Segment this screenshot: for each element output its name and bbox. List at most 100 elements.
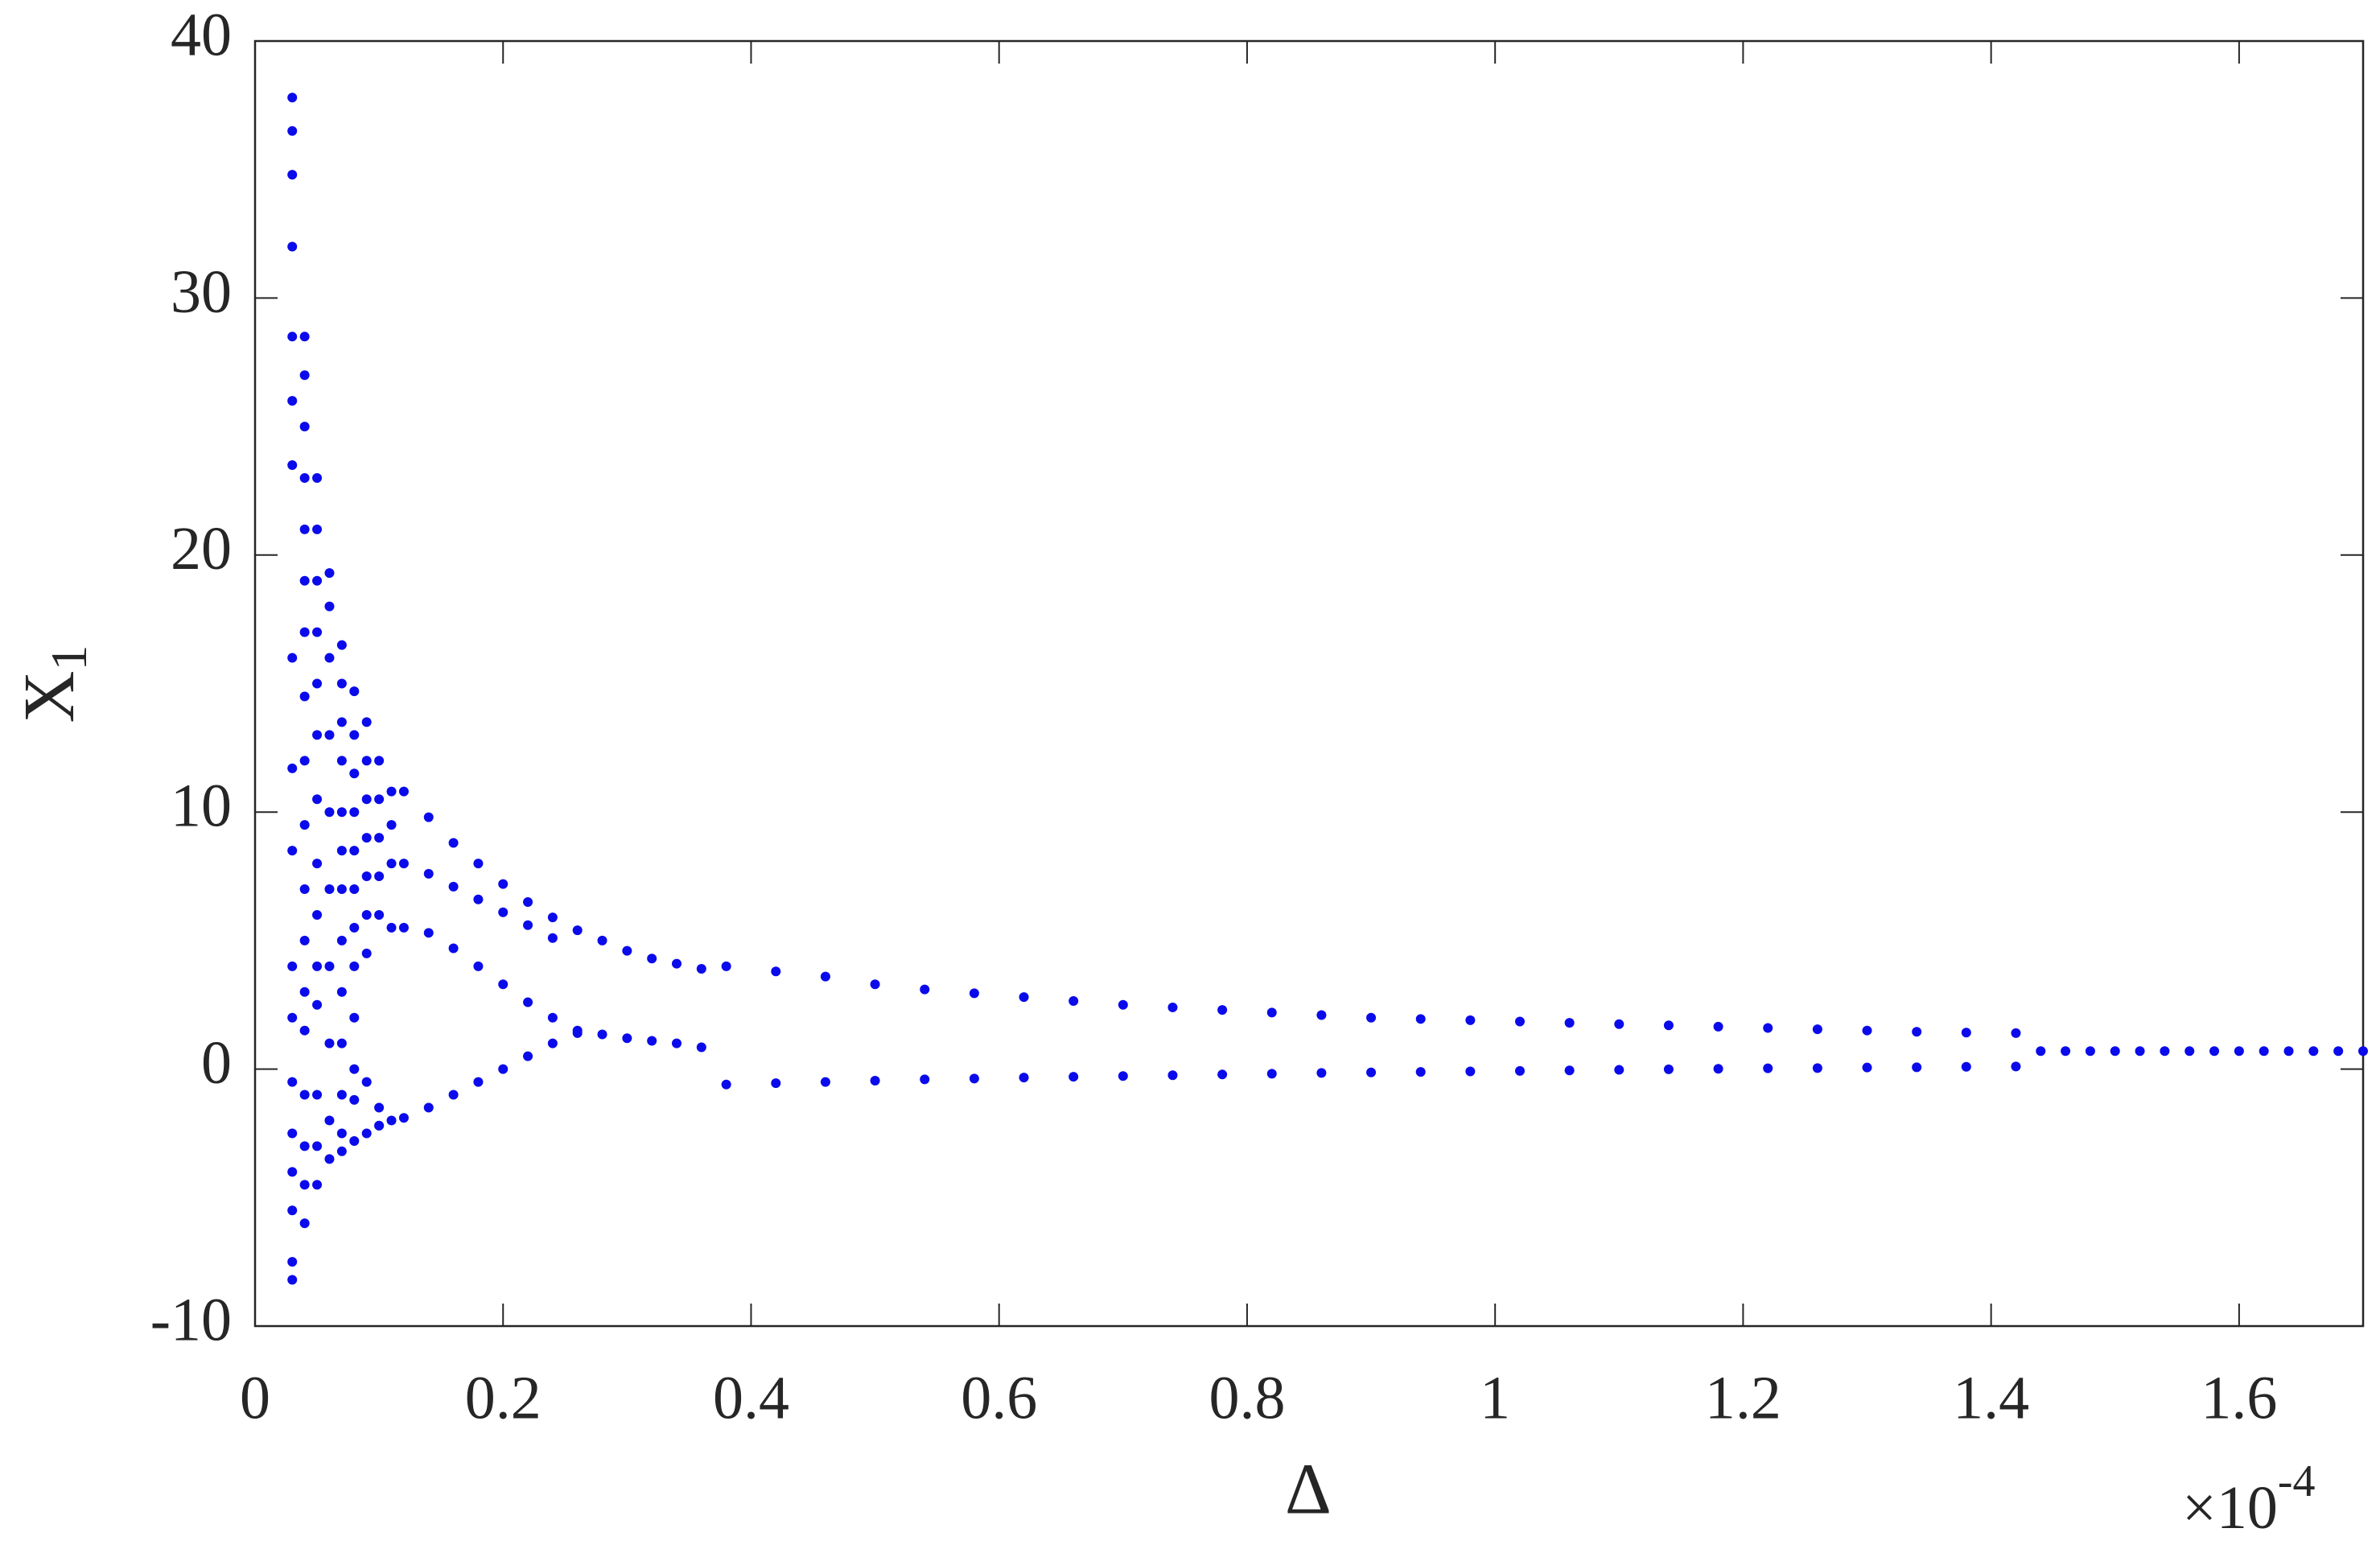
point: [312, 961, 323, 971]
point: [1564, 1018, 1575, 1028]
x-multiplier-exponent: -4: [2278, 1456, 2316, 1506]
point: [386, 820, 397, 830]
point: [287, 332, 298, 342]
point: [374, 871, 385, 882]
point: [2110, 1046, 2120, 1057]
point: [299, 575, 310, 586]
point: [2283, 1046, 2294, 1057]
y-tick-label: 40: [171, 1, 232, 68]
point: [1069, 1072, 1079, 1082]
point: [2234, 1046, 2244, 1057]
point: [2036, 1046, 2046, 1057]
x-axis-label: Δ: [1285, 1450, 1332, 1530]
point: [324, 568, 335, 579]
point: [1118, 999, 1128, 1010]
x-tick-label: 0.4: [713, 1364, 789, 1431]
point: [312, 678, 323, 689]
point: [312, 1090, 323, 1100]
point: [324, 884, 335, 895]
point: [287, 846, 298, 856]
point: [1266, 1069, 1277, 1079]
point: [1316, 1010, 1327, 1020]
point: [299, 524, 310, 534]
x-tick-label: 1.6: [2201, 1364, 2277, 1431]
point: [448, 943, 459, 954]
point: [336, 640, 347, 650]
point: [1019, 1073, 1029, 1083]
point: [2209, 1046, 2220, 1057]
point: [312, 575, 323, 586]
point: [672, 958, 681, 969]
point: [2184, 1046, 2195, 1057]
point: [523, 1051, 533, 1061]
point: [336, 935, 347, 945]
point: [349, 730, 360, 740]
y-axis-label-main: X: [10, 671, 89, 723]
point: [647, 954, 657, 964]
point: [349, 846, 360, 856]
point: [547, 933, 558, 943]
point: [523, 997, 533, 1007]
point: [299, 987, 310, 997]
point: [398, 859, 409, 869]
point: [448, 838, 459, 848]
point: [287, 961, 298, 971]
y-tick-label: 30: [171, 258, 232, 326]
point: [647, 1036, 657, 1046]
point: [336, 756, 347, 766]
point: [374, 794, 385, 805]
point: [2085, 1046, 2095, 1057]
y-tick-label: 0: [201, 1029, 232, 1097]
point: [287, 170, 298, 180]
point: [299, 1218, 310, 1229]
point: [1614, 1065, 1624, 1075]
point: [324, 653, 335, 663]
point: [2358, 1046, 2368, 1057]
point: [361, 794, 372, 805]
point: [1217, 1005, 1228, 1015]
point: [336, 1090, 347, 1100]
point: [771, 1078, 781, 1089]
point: [349, 1094, 360, 1105]
point: [423, 1102, 434, 1113]
point: [1019, 992, 1029, 1003]
point: [696, 1042, 706, 1052]
point: [287, 1205, 298, 1216]
point: [1366, 1012, 1377, 1023]
point: [547, 1012, 558, 1023]
point: [1415, 1014, 1426, 1024]
point: [336, 987, 347, 997]
point: [1663, 1020, 1674, 1031]
point: [870, 979, 880, 990]
point: [336, 884, 347, 895]
point: [299, 422, 310, 432]
point: [299, 756, 310, 766]
point: [1465, 1015, 1476, 1025]
point: [1515, 1016, 1525, 1027]
x-tick-label: 1.4: [1953, 1364, 2029, 1431]
point: [1713, 1064, 1723, 1074]
point: [1564, 1065, 1575, 1076]
point: [349, 1064, 360, 1074]
point: [969, 1073, 979, 1084]
point: [287, 653, 298, 663]
point: [349, 768, 360, 779]
point: [2308, 1046, 2319, 1057]
x-tick-label: 0.6: [961, 1364, 1037, 1431]
point: [448, 1090, 459, 1100]
point: [1912, 1062, 1922, 1073]
point: [324, 730, 335, 740]
point: [1069, 995, 1079, 1006]
point: [920, 984, 930, 995]
point: [349, 1136, 360, 1147]
point: [287, 93, 298, 103]
point: [1763, 1063, 1773, 1073]
point: [361, 1128, 372, 1139]
point: [1167, 1002, 1178, 1012]
point: [324, 601, 335, 612]
x-tick-label: 1.2: [1705, 1364, 1781, 1431]
point: [473, 961, 484, 971]
point: [287, 460, 298, 471]
